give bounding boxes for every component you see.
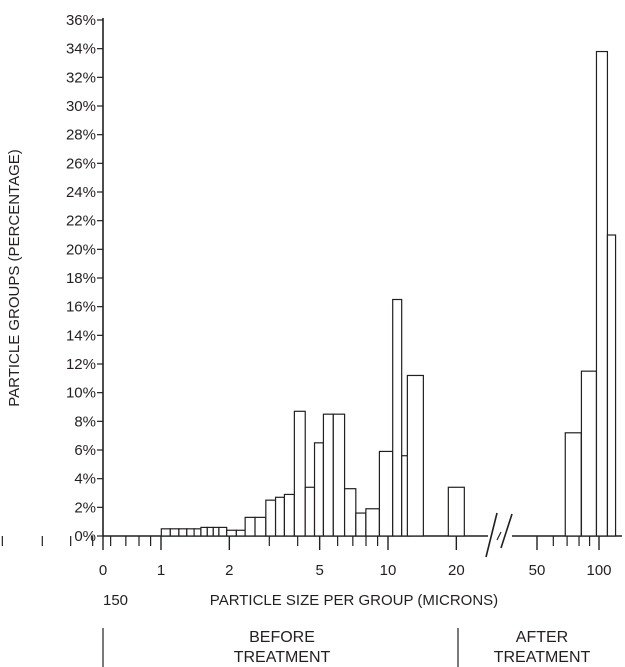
x-extra-label: 150 [103, 592, 128, 609]
bar-before-treatment [244, 516, 256, 537]
bar-before-treatment [178, 528, 188, 537]
axis-break-line [500, 513, 513, 549]
x-tick-label: 100 [586, 562, 611, 579]
y-tick-label: 0% [74, 528, 96, 545]
axis-break-zigzag [496, 531, 502, 541]
axis-break-line [485, 512, 498, 558]
bar-before-treatment [283, 493, 295, 537]
y-tick-label: 36% [66, 12, 96, 29]
bar-before-treatment [392, 298, 403, 537]
y-tick-label: 6% [74, 442, 96, 459]
bar-before-treatment [254, 516, 267, 537]
section-label-after-treatment: AFTER [516, 629, 568, 646]
bar-after-treatment [595, 50, 609, 537]
bar-before-treatment [200, 526, 208, 537]
bar-before-treatment [274, 496, 286, 537]
x-tick-label: 50 [529, 562, 546, 579]
x-tick-label: 1 [157, 562, 165, 579]
y-tick-label: 32% [66, 69, 96, 86]
y-tick-label: 2% [74, 499, 96, 516]
y-tick-label: 34% [66, 41, 96, 58]
bar-before-treatment [265, 499, 277, 537]
x-tick-label: 5 [315, 562, 323, 579]
y-tick-label: 18% [66, 270, 96, 287]
y-tick-label: 14% [66, 327, 96, 344]
bar-before-treatment [186, 528, 195, 537]
bar-before-treatment [218, 526, 228, 537]
y-tick-label: 8% [74, 413, 96, 430]
y-axis-title: PARTICLE GROUPS (PERCENTAGE) [6, 149, 23, 407]
x-tick-label: 0 [99, 562, 107, 579]
bar-after-treatment [606, 234, 617, 537]
bar-after-treatment [564, 432, 582, 537]
bar-before-treatment [313, 442, 325, 537]
bar-before-treatment [332, 413, 346, 537]
bar-before-treatment [304, 486, 316, 537]
y-tick-label: 16% [66, 299, 96, 316]
x-tick-label: 20 [448, 562, 465, 579]
section-label-after-treatment: TREATMENT [494, 649, 591, 666]
bar-before-treatment [212, 526, 220, 537]
bar-before-treatment [365, 508, 381, 537]
bar-before-treatment [447, 486, 465, 537]
x-tick-label: 10 [380, 562, 397, 579]
y-tick-label: 28% [66, 127, 96, 144]
y-tick-label: 24% [66, 184, 96, 201]
bar-before-treatment [160, 528, 171, 537]
x-axis-title: PARTICLE SIZE PER GROUP (MICRONS) [210, 592, 498, 609]
bar-before-treatment [378, 450, 394, 537]
bar-before-treatment [226, 529, 237, 537]
bar-before-treatment [355, 512, 367, 537]
section-label-before-treatment: BEFORE [249, 629, 315, 646]
y-tick-label: 4% [74, 471, 96, 488]
y-tick-label: 10% [66, 385, 96, 402]
y-tick-label: 20% [66, 241, 96, 258]
section-label-before-treatment: TREATMENT [234, 649, 331, 666]
bar-before-treatment [293, 410, 306, 537]
bar-before-treatment [206, 526, 214, 537]
bar-after-treatment [580, 370, 598, 537]
y-tick-label: 26% [66, 155, 96, 172]
y-tick-label: 12% [66, 356, 96, 373]
bar-before-treatment [406, 374, 424, 537]
bar-before-treatment [343, 488, 357, 537]
bar-before-treatment [322, 413, 334, 537]
y-tick-label: 22% [66, 213, 96, 230]
bar-before-treatment [193, 528, 202, 537]
y-tick-label: 30% [66, 98, 96, 115]
x-tick-label: 2 [225, 562, 233, 579]
bar-before-treatment [235, 529, 246, 537]
bar-before-treatment [169, 528, 180, 537]
